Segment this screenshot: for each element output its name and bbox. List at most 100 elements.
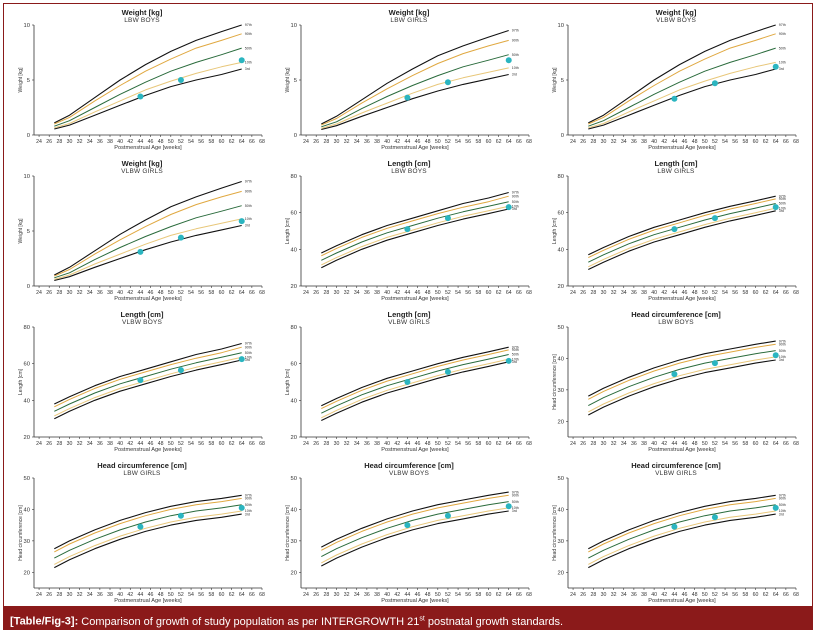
x-tick-label: 52 [445, 139, 451, 145]
percentile-line [321, 354, 509, 414]
x-tick-label: 36 [97, 592, 103, 598]
x-tick-label: 42 [394, 290, 400, 296]
study-data-point [772, 352, 779, 359]
y-axis-label: Head circumference [cm] [18, 505, 24, 561]
percentile-label: 90th [512, 493, 519, 497]
percentile-line [588, 510, 776, 565]
x-tick-label: 34 [87, 441, 93, 447]
percentile-label: 3rd [512, 509, 517, 513]
x-tick-label: 42 [661, 441, 667, 447]
chart-svg: 24 26 28 30 32 34 36 38 40 42 44 46 48 50 52 54 56 58 60 62… [18, 23, 265, 151]
x-tick-label: 44 [672, 592, 678, 598]
x-axis-label: Postmenstrual Age [weeks] [114, 447, 182, 453]
y-tick-label: 40 [291, 247, 297, 253]
chart-subtitle: VLBW GIRLS [655, 470, 697, 477]
growth-chart-panel: Head circumference [cm] VLBW GIRLS 24 26 28 3… [546, 460, 806, 610]
x-tick-label: 52 [178, 139, 184, 145]
x-tick-label: 50 [168, 441, 174, 447]
x-tick-label: 62 [763, 592, 769, 598]
x-tick-label: 58 [208, 290, 214, 296]
x-tick-label: 26 [46, 441, 52, 447]
y-tick-label: 80 [24, 325, 30, 331]
percentile-line [321, 361, 509, 421]
x-tick-label: 38 [107, 441, 113, 447]
x-tick-label: 64 [773, 441, 779, 447]
x-tick-label: 40 [117, 592, 123, 598]
chart-subtitle: VLBW GIRLS [388, 319, 430, 326]
x-tick-label: 30 [601, 592, 607, 598]
x-tick-label: 54 [455, 290, 461, 296]
percentile-line [321, 201, 509, 261]
x-tick-label: 34 [621, 139, 627, 145]
caption-text: Comparison of growth of study population… [81, 615, 564, 628]
chart-title: Length [cm] [387, 159, 431, 168]
caption-superscript: st [419, 615, 425, 622]
x-tick-label: 68 [526, 441, 532, 447]
percentile-label: 3rd [779, 358, 784, 362]
x-tick-label: 44 [405, 592, 411, 598]
x-tick-label: 38 [374, 139, 380, 145]
percentile-line [588, 61, 776, 129]
x-tick-label: 68 [793, 592, 799, 598]
percentile-line [588, 203, 776, 263]
percentile-label: 10th [512, 66, 519, 70]
percentile-line [54, 61, 242, 129]
y-axis-label: Weight [kg] [18, 67, 24, 93]
study-data-point [238, 57, 245, 64]
x-tick-label: 60 [486, 441, 492, 447]
x-tick-label: 52 [712, 139, 718, 145]
x-tick-label: 54 [188, 441, 194, 447]
x-tick-label: 40 [651, 592, 657, 598]
percentile-line [588, 359, 776, 416]
x-tick-label: 48 [692, 441, 698, 447]
percentile-label: 10th [245, 61, 252, 65]
x-tick-label: 62 [229, 592, 235, 598]
percentile-label: 50th [245, 503, 252, 507]
chart-svg: 24 26 28 30 32 34 36 38 40 42 44 46 48 50 52 54 56 58 60 62… [285, 174, 532, 302]
x-tick-label: 42 [127, 592, 133, 598]
x-tick-label: 50 [435, 592, 441, 598]
x-tick-label: 60 [753, 139, 759, 145]
percentile-line [588, 24, 776, 124]
y-axis-label: Head circumference [cm] [552, 505, 558, 561]
percentile-label: 97th [245, 342, 252, 346]
study-data-point [177, 367, 184, 374]
y-tick-label: 50 [558, 325, 564, 331]
growth-chart-panel: Weight [kg] VLBW BOYS 24 26 28 30 32 34 36 38 40 42… [546, 7, 806, 157]
chart-svg: 24 26 28 30 32 34 36 38 40 42 44 46 48 50 52 54 56 58 60 62… [552, 174, 799, 302]
y-tick-label: 10 [24, 23, 30, 29]
percentile-label: 50th [779, 503, 786, 507]
percentile-line [54, 356, 242, 417]
x-tick-label: 40 [384, 441, 390, 447]
x-tick-label: 48 [425, 441, 431, 447]
percentile-label: 3rd [512, 360, 517, 364]
chart-title: Head circumference [cm] [631, 310, 721, 319]
y-tick-label: 40 [558, 247, 564, 253]
x-tick-label: 60 [219, 441, 225, 447]
y-tick-label: 60 [558, 211, 564, 217]
growth-chart-panel: Head circumference [cm] LBW BOYS 24 26 28 30 3… [546, 309, 806, 459]
x-axis-label: Postmenstrual Age [weeks] [114, 145, 182, 151]
x-tick-label: 58 [475, 139, 481, 145]
chart-subtitle: LBW GIRLS [657, 168, 695, 175]
x-tick-label: 50 [702, 290, 708, 296]
chart-title: Weight [kg] [388, 8, 430, 17]
percentile-label: 3rd [512, 73, 517, 77]
x-tick-label: 58 [742, 290, 748, 296]
percentile-line [54, 218, 242, 280]
percentile-label: 3rd [245, 224, 250, 228]
x-tick-label: 42 [661, 290, 667, 296]
percentile-line [54, 205, 242, 279]
chart-title: Weight [kg] [121, 159, 163, 168]
x-tick-label: 64 [239, 592, 245, 598]
x-tick-label: 26 [313, 139, 319, 145]
x-tick-label: 40 [117, 290, 123, 296]
y-tick-label: 40 [291, 398, 297, 404]
x-tick-label: 42 [127, 441, 133, 447]
x-tick-label: 68 [259, 592, 265, 598]
x-tick-label: 32 [344, 441, 350, 447]
x-tick-label: 44 [672, 290, 678, 296]
chart-title: Head circumference [cm] [364, 461, 454, 470]
x-tick-label: 42 [661, 592, 667, 598]
study-data-point [137, 248, 144, 255]
